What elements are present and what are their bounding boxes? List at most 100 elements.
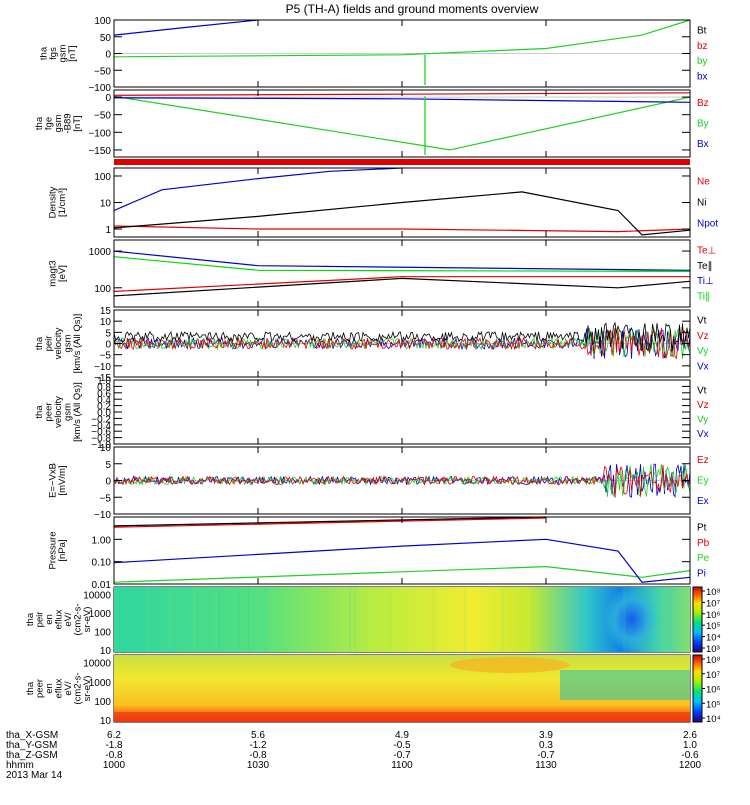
panel-5: thapeirvelocitygsm[km/s (All Qs)]151050−…: [34, 306, 709, 384]
x-row-value: 1030: [247, 760, 270, 771]
series-ez-line: [113, 464, 691, 498]
legend-bx: Bx: [697, 139, 709, 150]
colorbar: [692, 586, 703, 653]
panel-3: Density[1/cm³] 100 10 1 Ne Ni Npot: [48, 167, 718, 238]
y-axis-label-line: tha: [25, 612, 36, 626]
y-axis-label-line: gsm: [63, 334, 74, 352]
legend-vx: Vx: [697, 429, 709, 440]
spectrogram-layer: [114, 587, 690, 722]
figure-title: P5 (TH-A) fields and ground moments over…: [286, 2, 539, 16]
y-axis-label-line: velocity: [53, 396, 64, 428]
spectrogram-fill: [114, 587, 690, 652]
y-tick-label: 0.4: [97, 395, 111, 406]
y-tick-label: 0.6: [97, 389, 111, 400]
y-tick-label: 100: [94, 628, 111, 639]
y-tick-label: 0.01: [92, 580, 112, 591]
y-axis-label-line: [nT]: [72, 115, 83, 131]
spectrogram-low-flux: [560, 670, 690, 700]
y-tick-label: 10: [100, 317, 112, 328]
x-row-value: 0.3: [539, 740, 553, 751]
y-axis-label-line: peir: [35, 612, 46, 628]
panel-frame: [113, 239, 691, 308]
y-axis-label-line: eflux: [54, 609, 65, 629]
y-tick-label: 100: [94, 697, 111, 708]
legend-pe: Pe: [697, 553, 710, 564]
y-axis-label-line: velocity: [53, 327, 64, 359]
y-tick-label: 1.00: [92, 535, 112, 546]
x-date-label: 2013 Mar 14: [6, 770, 63, 781]
y-axis-label-line: peer: [44, 402, 55, 421]
y-axis-label-line: [1/cm³]: [57, 188, 68, 217]
x-row-value: 1200: [679, 760, 702, 771]
y-axis-label-line: eV/: [63, 681, 74, 696]
y-axis-label-line: gsm: [63, 403, 74, 421]
y-tick-label: 100: [94, 284, 111, 295]
y-tick-label: −0.2: [91, 414, 111, 425]
y-tick-label: 1000: [89, 678, 112, 689]
legend-te: Te∥: [697, 261, 713, 272]
y-axis-label-line: [nPa]: [57, 539, 68, 561]
y-tick-label: 10: [100, 443, 112, 454]
legend-vz: Vz: [697, 331, 709, 342]
panel-8: Pressure[nPa] 1.00 0.10 0.01 Pt Pb Pe Pi: [48, 516, 710, 591]
x-row-label: tha_X-GSM: [6, 730, 58, 741]
panel-frame: [113, 379, 691, 445]
y-axis-label-line: magt3: [48, 260, 59, 286]
legend-te: Te⊥: [697, 246, 716, 257]
x-row-value: -0.8: [249, 750, 267, 761]
legend-ti: Ti∥: [697, 291, 710, 302]
y-tick-label: 15: [100, 306, 112, 317]
y-axis-label-line: tha: [34, 405, 45, 419]
y-axis-label-line: -B89: [63, 113, 74, 133]
x-row-value: 4.9: [395, 730, 409, 741]
y-tick-label: 0.2: [97, 402, 111, 413]
panel-4: magt3[eV] 1000 100 Te⊥ Te∥ Ti⊥ Ti∥: [48, 239, 716, 308]
series-ne-line: [113, 225, 691, 233]
y-tick-label: 5: [105, 460, 111, 471]
y-axis-label-line: tha: [25, 681, 36, 695]
colorbar-label: 10⁴: [706, 714, 721, 725]
legend-bz: Bz: [697, 98, 709, 109]
panel-6: thapeervelocitygsm[km/s (All Qs)]1.00.80…: [34, 376, 709, 451]
y-axis-label-line: Density: [48, 186, 59, 218]
series-ti-line: [113, 250, 691, 271]
y-tick-label: 10000: [83, 590, 111, 601]
y-tick-label: 100: [94, 16, 111, 27]
colorbar-label: 10⁷: [706, 598, 721, 609]
legend-vt: Vt: [697, 385, 707, 396]
colorbar-label: 10⁵: [706, 621, 721, 632]
x-row-label: tha_Y-GSM: [6, 740, 57, 751]
x-row-value: -0.6: [681, 750, 699, 761]
spectrogram-low-flux: [604, 587, 660, 652]
legend-npot: Npot: [697, 219, 718, 230]
y-axis-label: Pressure[nPa]: [48, 531, 69, 569]
y-tick-label: −5: [100, 351, 112, 362]
y-tick-label: 50: [100, 33, 112, 44]
separator-bar: [114, 159, 690, 165]
legend-bx: bx: [697, 71, 708, 82]
colorbar-label: 10⁵: [706, 699, 721, 710]
x-row-value: -0.7: [537, 750, 555, 761]
x-row-value: 2.6: [683, 730, 697, 741]
y-axis-label-line: eV/: [63, 612, 74, 627]
series-bx-line: [113, 97, 691, 103]
y-axis-label: thapeerenefluxeV/(cm2-s-sr-eV): [25, 672, 93, 704]
y-tick-label: −0.6: [91, 427, 111, 438]
y-axis-label-line: fge: [44, 117, 55, 130]
x-row-value: -1.8: [105, 740, 123, 751]
y-tick-label: 10: [100, 716, 112, 727]
y-tick-label: −50: [94, 66, 111, 77]
y-tick-label: 1: [105, 225, 111, 236]
colorbar-label: 10⁸: [706, 655, 721, 666]
y-tick-label: −15: [94, 373, 111, 384]
spectrogram-low-energy: [114, 712, 690, 722]
x-row-label: tha_Z-GSM: [6, 750, 58, 761]
series-te-line: [113, 276, 690, 292]
x-row-value: -0.5: [393, 740, 411, 751]
colorbar-label: 10⁴: [706, 633, 721, 644]
y-tick-label: −50: [94, 111, 111, 122]
y-tick-label: 0: [105, 93, 111, 104]
y-tick-label: 0.10: [92, 558, 112, 569]
y-axis-label-line: en: [44, 683, 55, 694]
